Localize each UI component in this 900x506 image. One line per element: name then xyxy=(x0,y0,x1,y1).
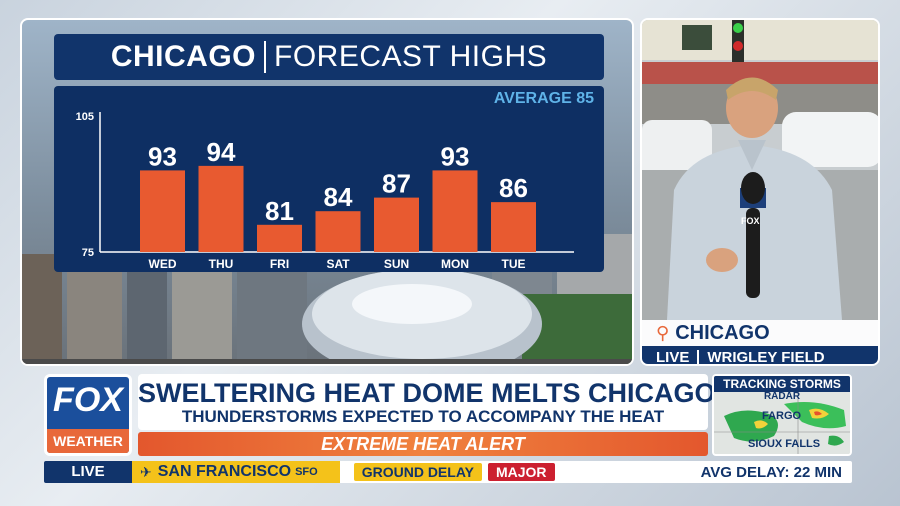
bar-thu xyxy=(198,165,244,252)
live-venue-bar: LIVE WRIGLEY FIELD xyxy=(642,346,878,366)
forecast-title: FORECAST HIGHS xyxy=(274,40,548,73)
bar-wed xyxy=(140,170,185,252)
y-tick-label: 105 xyxy=(76,111,94,123)
radar-title: TRACKING STORMS xyxy=(714,376,850,392)
average-text: AVERAGE xyxy=(493,90,572,107)
y-tick-label: 75 xyxy=(82,247,94,259)
bar-value-label: 93 xyxy=(441,141,470,171)
x-tick-label: FRI xyxy=(270,257,289,271)
x-tick-label: THU xyxy=(209,257,234,271)
location-name: CHICAGO xyxy=(675,321,770,344)
severity-badge: MAJOR xyxy=(487,463,555,481)
radar-subtitle: RADAR xyxy=(763,391,801,402)
ticker-city-name: SAN FRANCISCO xyxy=(157,463,292,480)
x-tick-label: WED xyxy=(149,257,177,271)
ticker-airport: ✈ SAN FRANCISCO SFO xyxy=(132,461,340,483)
bar-value-label: 86 xyxy=(499,173,528,203)
subheadline: THUNDERSTORMS EXPECTED TO ACCOMPANY THE … xyxy=(181,407,665,426)
bar-value-label: 93 xyxy=(148,141,177,171)
logo-weather-text: WEATHER xyxy=(47,429,129,453)
bar-fri xyxy=(257,224,302,252)
venue-name: WRIGLEY FIELD xyxy=(707,348,825,366)
forecast-title-bar: CHICAGO FORECAST HIGHS xyxy=(54,34,604,80)
ground-delay-badge: GROUND DELAY xyxy=(353,463,482,481)
live-reporter-panel: FOX ⚲ CHICAGO LIVE WRIGLEY FIELD xyxy=(640,18,880,366)
mic-flag-label: FOX xyxy=(741,216,760,226)
bar-chart-svg: 105 75 93 WED 94 THU 81 FRI 84 SAT 87 SUN 93 MON 86 TUE xyxy=(76,111,574,271)
x-tick-label: SUN xyxy=(384,257,409,271)
live-label: LIVE xyxy=(656,348,690,366)
ticker-airport-code: SFO xyxy=(295,466,318,478)
headline-box: SWELTERING HEAT DOME MELTS CHICAGO THUND… xyxy=(138,374,716,430)
bar-tue xyxy=(491,202,536,252)
x-tick-label: SAT xyxy=(326,257,350,271)
airplane-icon: ✈ xyxy=(140,464,152,480)
bar-value-label: 87 xyxy=(382,169,411,199)
fox-weather-logo: FOX WEATHER xyxy=(44,374,132,456)
location-pin-icon: ⚲ xyxy=(656,322,670,343)
title-divider xyxy=(264,41,266,73)
headline: SWELTERING HEAT DOME MELTS CHICAGO xyxy=(138,378,716,408)
reporter-video-scene xyxy=(642,20,878,320)
average-label: AVERAGE 85 xyxy=(494,90,594,108)
live-divider xyxy=(697,350,700,364)
bar-value-label: 81 xyxy=(265,196,294,226)
average-delay-text: AVG DELAY: 22 MIN xyxy=(700,463,842,481)
bar-value-label: 94 xyxy=(207,137,236,167)
logo-fox-text: FOX xyxy=(53,381,123,419)
forecast-chart: AVERAGE 85 105 75 93 WED 94 THU 81 FRI 84 SAT 87 SU… xyxy=(54,86,604,272)
forecast-panel: CHICAGO FORECAST HIGHS AVERAGE 85 105 75 9… xyxy=(20,18,634,366)
average-value: 85 xyxy=(576,90,594,107)
ticker-live-label: LIVE xyxy=(44,461,132,483)
radar-city-sioux-falls: SIOUX FALLS xyxy=(748,438,821,450)
x-tick-label: TUE xyxy=(502,257,526,271)
bar-value-label: 84 xyxy=(324,182,353,212)
bar-sun xyxy=(374,197,419,252)
bar-mon xyxy=(432,170,478,252)
news-ticker: LIVE ✈ SAN FRANCISCO SFO GROUND DELAY MA… xyxy=(44,461,852,483)
radar-city-fargo: FARGO xyxy=(762,410,802,422)
location-bar: ⚲ CHICAGO xyxy=(642,320,878,346)
bar-sat xyxy=(315,211,361,252)
extreme-heat-alert-banner: EXTREME HEAT ALERT xyxy=(138,432,708,456)
x-tick-label: MON xyxy=(441,257,469,271)
forecast-city: CHICAGO xyxy=(110,40,256,73)
tracking-storms-radar: TRACKING STORMS RADAR FARGO SIOUX FALLS xyxy=(712,374,852,456)
